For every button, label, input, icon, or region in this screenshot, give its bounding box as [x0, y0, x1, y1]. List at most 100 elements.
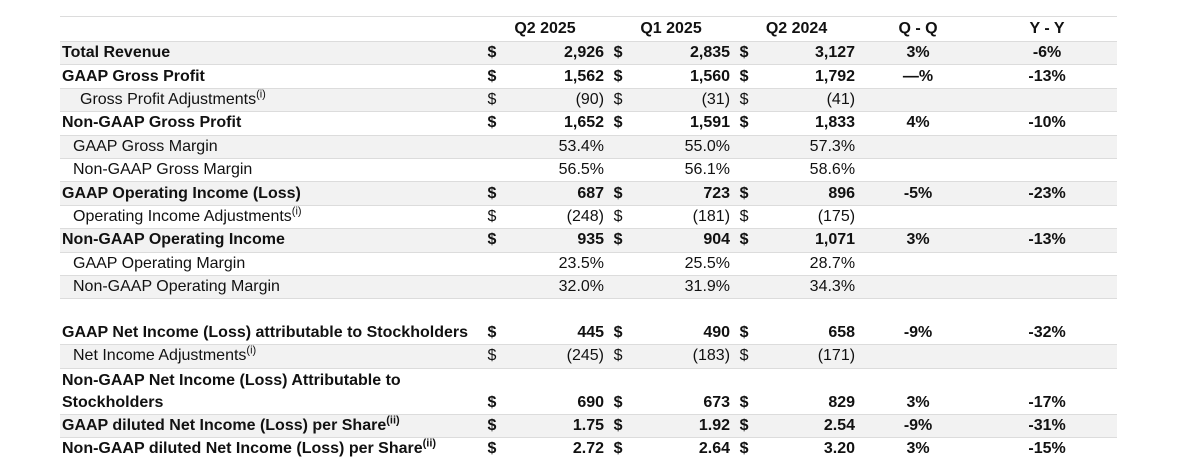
value-q1-2025: 2,835 — [628, 40, 735, 65]
value-q2-2024: 896 — [754, 181, 860, 206]
value-q2-2024: 34.3% — [754, 274, 860, 299]
row-label: GAAP Gross Profit — [60, 64, 482, 89]
dollar-sign: $ — [734, 344, 755, 369]
change-y-y — [977, 204, 1118, 229]
change-q-q — [859, 251, 978, 276]
dollar-sign — [482, 134, 502, 159]
table-row: GAAP Gross Margin 53.4% 55.0% 57.3% — [60, 134, 1118, 159]
dollar-sign — [608, 134, 629, 159]
value-q2-2024: 28.7% — [754, 251, 860, 276]
value-q2-2024: 58.6% — [754, 157, 860, 182]
dollar-sign: $ — [608, 40, 629, 65]
change-q-q — [859, 204, 978, 229]
dollar-sign: $ — [608, 367, 629, 415]
change-y-y: -15% — [977, 437, 1118, 461]
table-row: GAAP Operating Margin 23.5% 25.5% 28.7% — [60, 251, 1118, 276]
row-label: GAAP diluted Net Income (Loss) per Share… — [60, 413, 482, 438]
row-label-text: Gross Profit Adjustments — [80, 90, 257, 108]
footnote-marker: (ii) — [386, 414, 400, 427]
change-q-q — [859, 87, 978, 112]
value-q1-2025: 673 — [628, 367, 735, 415]
change-y-y — [977, 134, 1118, 159]
dollar-sign: $ — [608, 111, 629, 136]
footnote-marker: (i) — [246, 345, 257, 358]
row-label-text: GAAP Gross Margin — [73, 137, 218, 155]
value-q1-2025: 1.92 — [628, 413, 735, 438]
value-q2-2025: 1,652 — [502, 111, 609, 136]
dollar-sign: $ — [608, 204, 629, 229]
dollar-sign: $ — [482, 367, 502, 415]
value-q1-2025: (183) — [628, 344, 735, 369]
dollar-sign: $ — [482, 437, 502, 461]
dollar-sign: $ — [734, 298, 755, 345]
dollar-sign: $ — [482, 413, 502, 438]
dollar-sign — [734, 251, 755, 276]
value-q2-2024: 3,127 — [754, 40, 860, 65]
value-q2-2025: 2.72 — [502, 437, 609, 461]
dollar-sign: $ — [608, 298, 629, 345]
value-q1-2025: 55.0% — [628, 134, 735, 159]
row-label-text: Non-GAAP Gross Margin — [73, 161, 253, 179]
dollar-sign — [734, 134, 755, 159]
dollar-sign: $ — [734, 367, 755, 415]
dollar-sign: $ — [608, 87, 629, 112]
row-label-text: Non-GAAP Operating Income — [62, 231, 285, 249]
dollar-sign: $ — [608, 181, 629, 206]
table-row: GAAP Gross Profit $1,562 $1,560 $1,792 —% -13… — [60, 64, 1118, 89]
change-y-y — [977, 251, 1118, 276]
row-label: Non-GAAP diluted Net Income (Loss) per S… — [60, 437, 482, 461]
value-q2-2025: (245) — [502, 344, 609, 369]
value-q1-2025: 31.9% — [628, 274, 735, 299]
change-q-q — [859, 344, 978, 369]
table-row: Net Income Adjustments(i) $ (245) $ (183) $ (1… — [60, 344, 1118, 369]
dollar-sign: $ — [482, 298, 502, 345]
header-row: Q2 2025 Q1 2025 Q2 2024 Q - Q Y - Y — [60, 16, 1118, 42]
dollar-sign: $ — [608, 344, 629, 369]
row-label-text: GAAP diluted Net Income (Loss) per Share — [62, 416, 387, 434]
change-q-q: -9% — [859, 413, 978, 438]
row-label: Operating Income Adjustments(i) — [60, 204, 482, 229]
change-y-y: -31% — [977, 413, 1118, 438]
dollar-sign: $ — [734, 64, 755, 89]
row-label-text: Non-GAAP Net Income (Loss) Attributable … — [62, 371, 401, 411]
value-q2-2025: 2,926 — [502, 40, 609, 65]
dollar-sign — [482, 274, 502, 299]
change-q-q — [859, 274, 978, 299]
table-row: Operating Income Adjustments(i) $ (248) $ (1… — [60, 204, 1118, 229]
row-label: Non-GAAP Operating Margin — [60, 274, 482, 299]
row-label-text: Non-GAAP Operating Margin — [73, 278, 280, 296]
value-q2-2024: (175) — [754, 204, 860, 229]
dollar-sign: $ — [482, 64, 502, 89]
column-header: Y - Y — [977, 16, 1118, 42]
value-q2-2025: 935 — [502, 228, 609, 253]
row-label: Net Income Adjustments(i) — [60, 344, 482, 369]
row-label-text: Net Income Adjustments — [73, 347, 247, 365]
value-q2-2024: 1,071 — [754, 228, 860, 253]
dollar-sign: $ — [482, 87, 502, 112]
value-q2-2025: 56.5% — [502, 157, 609, 182]
row-label: GAAP Operating Margin — [60, 251, 482, 276]
footnote-marker: (i) — [256, 88, 266, 101]
table-row: Non-GAAP Gross Profit $1,652 $1,591 $1,833 4… — [60, 111, 1118, 136]
change-y-y — [977, 157, 1118, 182]
value-q2-2024: (171) — [754, 344, 860, 369]
row-label: Total Revenue — [60, 40, 482, 65]
dollar-sign: $ — [734, 87, 755, 112]
value-q1-2025: 2.64 — [628, 437, 735, 461]
value-q2-2025: 1.75 — [502, 413, 609, 438]
change-q-q — [859, 134, 978, 159]
row-label: GAAP Gross Margin — [60, 134, 482, 159]
financial-summary-table: Q2 2025 Q1 2025 Q2 2024 Q - Q Y - Y Tota… — [60, 16, 1118, 461]
footnote-marker: (i) — [291, 205, 302, 218]
change-y-y: -32% — [977, 298, 1118, 345]
dollar-sign: $ — [734, 228, 755, 253]
dollar-sign: $ — [608, 437, 629, 461]
value-q2-2025: 690 — [502, 367, 609, 415]
value-q1-2025: 1,560 — [628, 64, 735, 89]
dollar-sign — [734, 274, 755, 299]
value-q2-2024: 658 — [754, 298, 860, 345]
row-label-text: Non-GAAP Gross Profit — [62, 114, 242, 132]
dollar-sign — [608, 157, 629, 182]
change-q-q: 3% — [859, 228, 978, 253]
value-q2-2025: (248) — [502, 204, 609, 229]
